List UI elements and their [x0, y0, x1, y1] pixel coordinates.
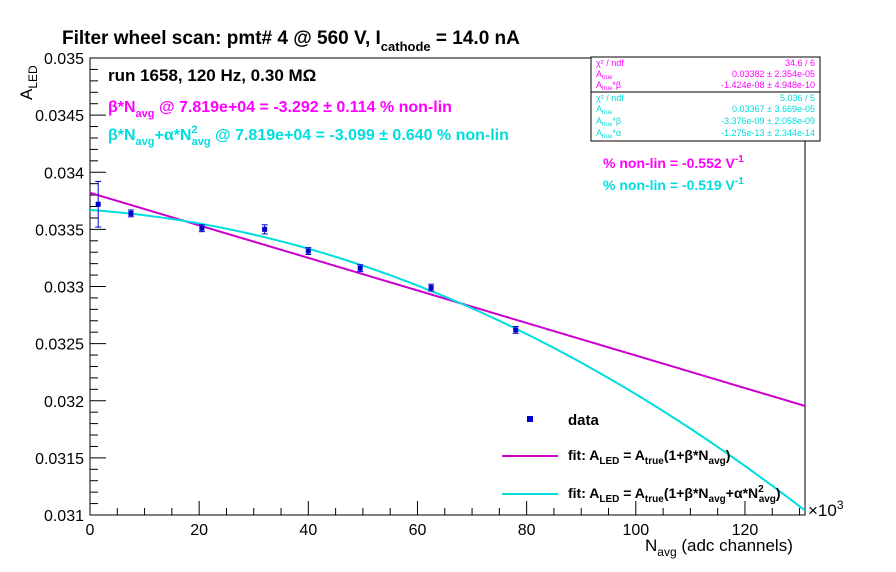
stats-linear-value-0: 34.6 / 6 [785, 58, 815, 68]
legend-fit-linear-label: fit: ALED = Atrue(1+β*Navg) [568, 447, 730, 467]
y-tick-label: 0.034 [44, 165, 84, 182]
stats-linear-value-2: -1.424e-08 ± 4.948e-10 [721, 80, 815, 90]
y-tick-label: 0.0335 [35, 222, 84, 239]
data-point [95, 201, 101, 207]
fit-linear-curve [89, 191, 806, 407]
data-point [428, 285, 434, 291]
nonlin-per-volt-quadratic: % non-lin = -0.519 V-1 [603, 176, 744, 193]
stats-box-linear: χ² / ndf 34.6 / 6 Atrue 0.03382 ± 2.354e… [590, 56, 821, 93]
x-axis-label: Navg (adc channels) [645, 536, 793, 559]
data-point [262, 226, 268, 232]
x-tick-label: 100 [622, 522, 649, 539]
x-tick-label: 60 [409, 522, 427, 539]
linear-nonlin-label: β*Navg @ 7.819e+04 = -3.292 ± 0.114 % no… [108, 99, 452, 120]
stats-quad-value-0: 5.036 / 5 [780, 93, 815, 103]
data-point [199, 225, 205, 231]
data-points [95, 180, 519, 334]
stats-quad-value-2: -3.376e-09 ± 2.058e-09 [721, 116, 815, 126]
legend-data-marker [527, 416, 533, 422]
legend-fit-quadratic-label: fit: ALED = Atrue(1+β*Navg+α*N2 avg) [568, 484, 781, 505]
chart-title: Filter wheel scan: pmt# 4 @ 560 V, Icath… [62, 28, 520, 54]
x-tick-label: 80 [518, 522, 536, 539]
data-point [513, 327, 519, 333]
data-point [357, 265, 363, 271]
stats-box-quadratic: χ² / ndf 5.036 / 5 Atrue 0.03367 ± 3.669… [590, 91, 821, 142]
stats-quad-label-0: χ² / ndf [596, 93, 624, 103]
y-axis-label: ALED [17, 65, 40, 100]
run-label: run 1658, 120 Hz, 0.30 MΩ [108, 66, 316, 85]
y-tick-label: 0.031 [44, 508, 84, 525]
x-axis-multiplier: ×103 [808, 498, 844, 520]
stats-quad-label-2: Atrue*β [596, 116, 621, 128]
quadratic-nonlin-label: β*Navg+α*N2 avg @ 7.819e+04 = -3.099 ± 0.… [108, 124, 509, 148]
stats-quad-value-3: -1.275e-13 ± 2.344e-14 [721, 128, 815, 138]
y-tick-label: 0.035 [44, 51, 84, 68]
axes: 0 20 40 60 80 100 120 0.031 0.0315 0.032 0.0325 0.0… [35, 51, 806, 539]
x-tick-label: 120 [732, 522, 759, 539]
y-tick-label: 0.032 [44, 394, 84, 411]
x-tick-label: 0 [86, 522, 95, 539]
stats-linear-label-0: χ² / ndf [596, 58, 624, 68]
x-tick-label: 20 [190, 522, 208, 539]
y-tick-label: 0.0345 [35, 108, 84, 125]
legend: data fit: ALED = Atrue(1+β*Navg) fit: AL… [502, 412, 781, 505]
stats-linear-label-1: Atrue [596, 69, 613, 81]
x-tick-label: 40 [299, 522, 317, 539]
legend-data-label: data [568, 412, 600, 429]
stats-quad-value-1: 0.03367 ± 3.669e-05 [732, 104, 815, 114]
nonlin-per-volt-linear: % non-lin = -0.552 V-1 [603, 154, 744, 171]
fit-quadratic-curve [89, 208, 806, 512]
y-tick-label: 0.0315 [35, 451, 84, 468]
stats-linear-label-2: Atrue*β [596, 80, 621, 92]
data-point [128, 210, 134, 216]
stats-linear-value-1: 0.03382 ± 2.354e-05 [732, 69, 815, 79]
stats-quad-label-3: Atrue*α [596, 128, 621, 140]
stats-quad-label-1: Atrue [596, 104, 613, 116]
y-tick-label: 0.0325 [35, 337, 84, 354]
data-point [305, 248, 311, 254]
y-tick-label: 0.033 [44, 280, 84, 297]
